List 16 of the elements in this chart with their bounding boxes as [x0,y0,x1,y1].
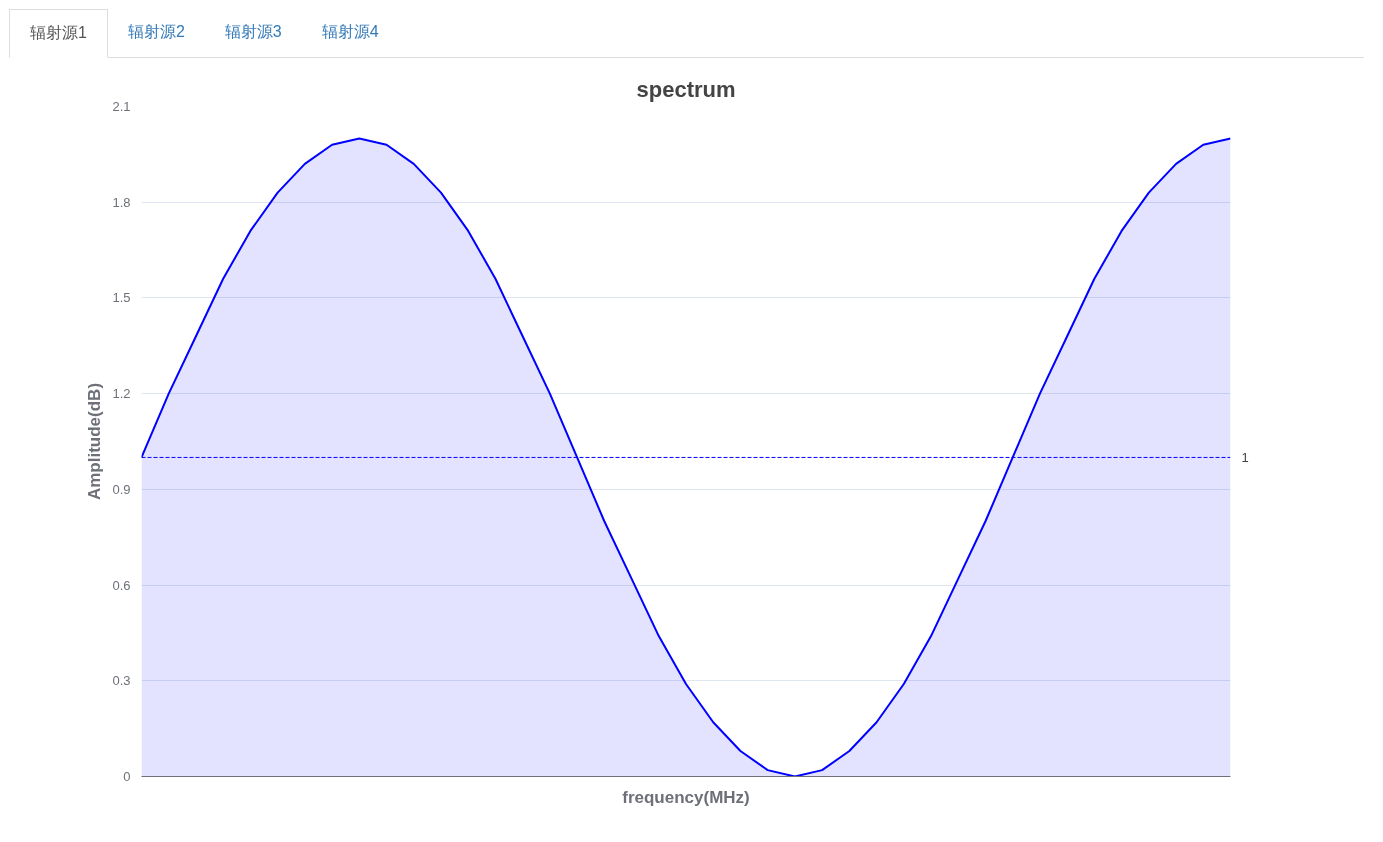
y-tick-label: 1.5 [112,290,131,306]
text: 辐射源4 [320,22,380,42]
chart-title: spectrum [636,76,736,102]
y-tick-label: 2.1 [112,99,131,114]
y-tick-label: 0.3 [112,673,131,689]
text: 辐射源1 [9,9,108,58]
y-tick-label: 0.6 [112,577,131,593]
y-tick-label: 1.2 [112,386,131,402]
y-tick-label: 0 [123,769,131,784]
ref-line-label: 1 [1241,449,1249,465]
y-tick-label: 0.9 [112,481,131,497]
text: 辐射源2 [126,22,186,42]
text: 辐射源3 [223,22,283,42]
x-axis-title: frequency(MHz) [622,787,750,807]
y-tick-label: 1.8 [112,194,131,210]
y-axis-title: Amplitude(dB) [85,382,105,501]
